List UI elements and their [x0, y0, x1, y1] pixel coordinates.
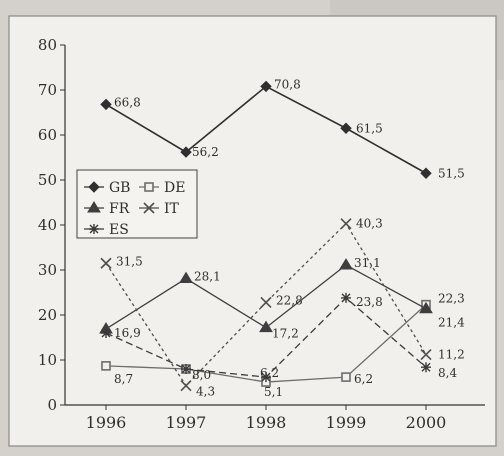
data-label-fr-1998: 17,2: [272, 327, 299, 341]
y-tick-label-0: 0: [47, 396, 57, 414]
data-label-fr-1997: 28,1: [194, 270, 221, 284]
legend-marker-1: [144, 182, 154, 192]
point-it-1996: [100, 257, 112, 269]
data-label-gb-1996: 66,8: [114, 95, 141, 109]
x-tick-label-1: 1997: [166, 413, 207, 432]
x-tick-label-0: 1996: [86, 413, 127, 432]
data-label-it-1997: 4,3: [196, 385, 215, 399]
series-layer: [99, 80, 433, 392]
data-labels-layer: 66,8 56,2 70,8 61,5 51,5 8,7 8,0 5,1 6,2 22,3 16,9…: [114, 77, 465, 399]
point-gb-1996: [100, 98, 112, 111]
point-it-1998: [260, 296, 272, 308]
y-tick-label-6: 60: [38, 126, 57, 144]
data-label-de-1998: 5,1: [264, 385, 283, 399]
data-label-gb-2000: 51,5: [438, 166, 465, 180]
x-tick-label-2: 1998: [246, 413, 287, 432]
legend-label-1: DE: [164, 180, 185, 196]
point-es-1998: [261, 372, 271, 383]
data-label-it-2000: 11,2: [438, 348, 465, 362]
data-label-es-2000: 8,4: [438, 366, 457, 380]
point-it-1997: [180, 380, 192, 392]
y-tick-label-3: 30: [38, 261, 57, 279]
y-tick-label-4: 40: [38, 216, 57, 234]
data-label-fr-2000: 21,4: [438, 316, 465, 330]
data-label-gb-1997: 56,2: [192, 145, 219, 159]
point-gb-1999: [340, 122, 352, 134]
point-fr-1997: [179, 271, 193, 284]
data-label-it-1996: 31,5: [116, 254, 143, 268]
point-es-1997: [181, 364, 191, 374]
legend-marker-3: [143, 202, 155, 214]
legend-label-2: FR: [109, 201, 130, 217]
point-de-1999: [341, 372, 351, 382]
x-tick-label-3: 1999: [326, 413, 367, 432]
data-label-es-1998: 6,2: [260, 366, 279, 380]
point-gb-1998: [260, 80, 272, 93]
point-gb-1997: [180, 146, 192, 158]
point-es-1996: [101, 328, 111, 338]
data-label-de-2000: 22,3: [438, 292, 465, 306]
point-es-1999: [341, 292, 351, 303]
legend-marker-2: [87, 201, 101, 213]
y-tick-label-7: 70: [38, 81, 57, 99]
axes: 0 10 20 30 40 50 60 70 80 1996 1997 1998 1999 2000: [38, 36, 485, 432]
data-label-fr-1996: 16,9: [114, 326, 141, 340]
point-it-2000: [420, 349, 432, 361]
legend-marker-4: [89, 224, 99, 234]
y-tick-label-8: 80: [38, 36, 57, 54]
point-de-1996: [101, 361, 111, 371]
x-tick-label-4: 2000: [406, 413, 447, 432]
data-label-gb-1998: 70,8: [274, 77, 301, 91]
data-label-de-1999: 6,2: [354, 372, 373, 386]
point-fr-1998: [259, 320, 273, 333]
data-label-de-1997: 8,0: [192, 368, 211, 382]
point-fr-1999: [339, 258, 353, 270]
series-line-it: [105, 222, 427, 387]
legend-label-0: GB: [109, 180, 130, 196]
point-es-2000: [421, 362, 431, 373]
data-label-it-1998: 22,8: [276, 293, 303, 307]
data-label-de-1996: 8,7: [114, 372, 133, 386]
data-label-it-1999: 40,3: [356, 217, 383, 231]
y-tick-label-5: 50: [38, 171, 57, 189]
legend: GB DE FR IT ES: [76, 169, 198, 239]
data-label-fr-1999: 31,1: [354, 256, 381, 270]
y-tick-label-1: 10: [38, 351, 57, 369]
y-tick-label-2: 20: [38, 306, 57, 324]
point-fr-2000: [419, 301, 433, 314]
legend-label-3: IT: [164, 201, 180, 217]
legend-label-4: ES: [109, 222, 129, 238]
point-it-1999: [340, 218, 352, 230]
point-gb-2000: [420, 167, 432, 179]
data-label-es-1999: 23,8: [356, 295, 383, 309]
data-label-gb-1999: 61,5: [356, 121, 383, 135]
legend-marker-0: [88, 181, 100, 193]
